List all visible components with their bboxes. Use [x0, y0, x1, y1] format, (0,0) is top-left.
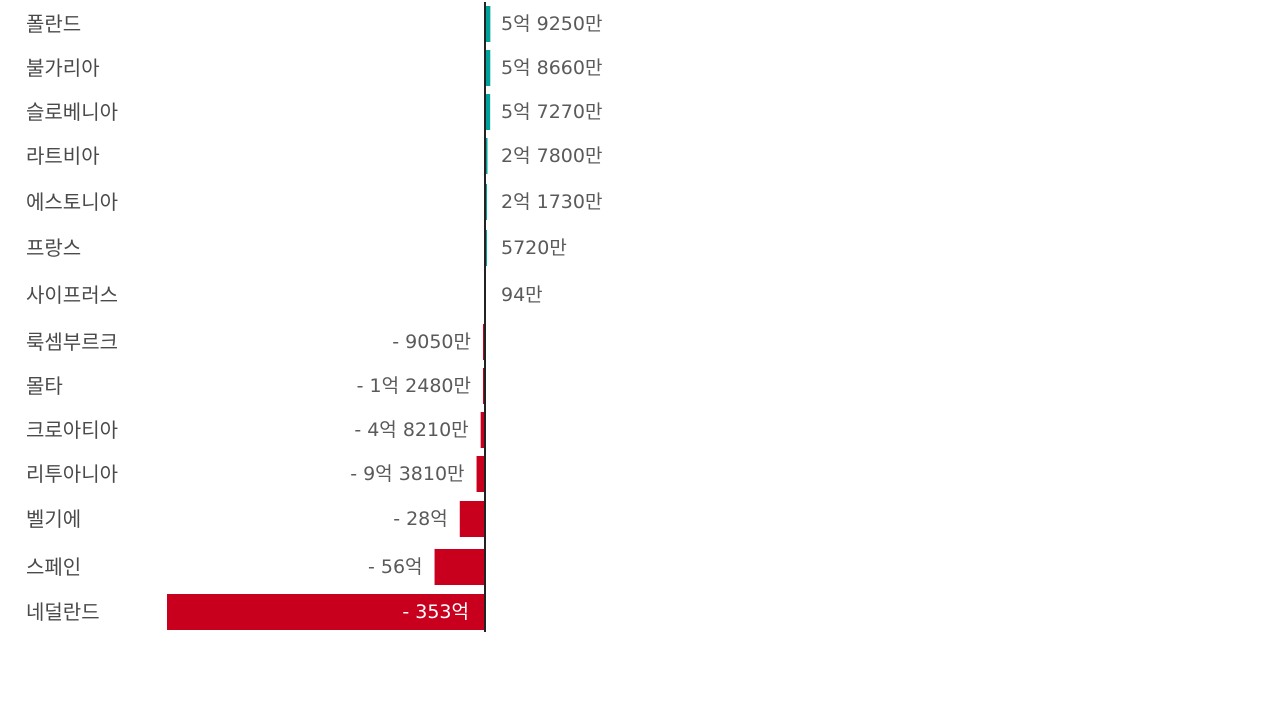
bar-0 [485, 6, 491, 42]
category-label-4: 에스토니아 [26, 190, 118, 214]
bar-13 [167, 594, 485, 630]
bar-9 [480, 412, 485, 448]
bar-3 [485, 138, 488, 174]
value-label-6: 94만 [501, 284, 543, 306]
bar-11 [459, 501, 485, 537]
category-label-5: 프랑스 [26, 236, 81, 260]
value-label-5: 5720만 [501, 237, 567, 259]
value-label-8: - 1억 2480만 [357, 375, 471, 397]
value-label-11: - 28억 [393, 508, 448, 530]
value-label-13: - 353억 [402, 601, 469, 623]
category-label-8: 몰타 [26, 374, 63, 398]
category-label-10: 리투아니아 [26, 462, 118, 486]
category-label-2: 슬로베니아 [26, 100, 118, 124]
value-label-1: 5억 8660만 [501, 57, 602, 79]
value-label-10: - 9억 3810만 [350, 463, 464, 485]
bars-layer [167, 6, 491, 630]
value-label-2: 5억 7270만 [501, 101, 602, 123]
value-label-3: 2억 7800만 [501, 145, 602, 167]
category-label-11: 벨기에 [26, 507, 81, 531]
category-label-9: 크로아티아 [26, 418, 118, 442]
category-label-13: 네덜란드 [26, 600, 100, 624]
category-label-12: 스페인 [26, 555, 81, 579]
category-label-1: 불가리아 [26, 56, 100, 80]
bar-12 [434, 549, 485, 585]
bar-2 [485, 94, 491, 130]
value-label-12: - 56억 [368, 556, 423, 578]
value-label-4: 2억 1730만 [501, 191, 602, 213]
category-label-6: 사이프러스 [26, 283, 118, 307]
bar-1 [485, 50, 491, 86]
value-label-9: - 4억 8210만 [354, 419, 468, 441]
bar-10 [476, 456, 485, 492]
category-label-3: 라트비아 [26, 144, 100, 168]
value-label-7: - 9050만 [392, 331, 471, 353]
category-label-7: 룩셈부르크 [26, 330, 118, 354]
value-label-0: 5억 9250만 [501, 13, 602, 35]
category-label-0: 폴란드 [26, 12, 81, 36]
